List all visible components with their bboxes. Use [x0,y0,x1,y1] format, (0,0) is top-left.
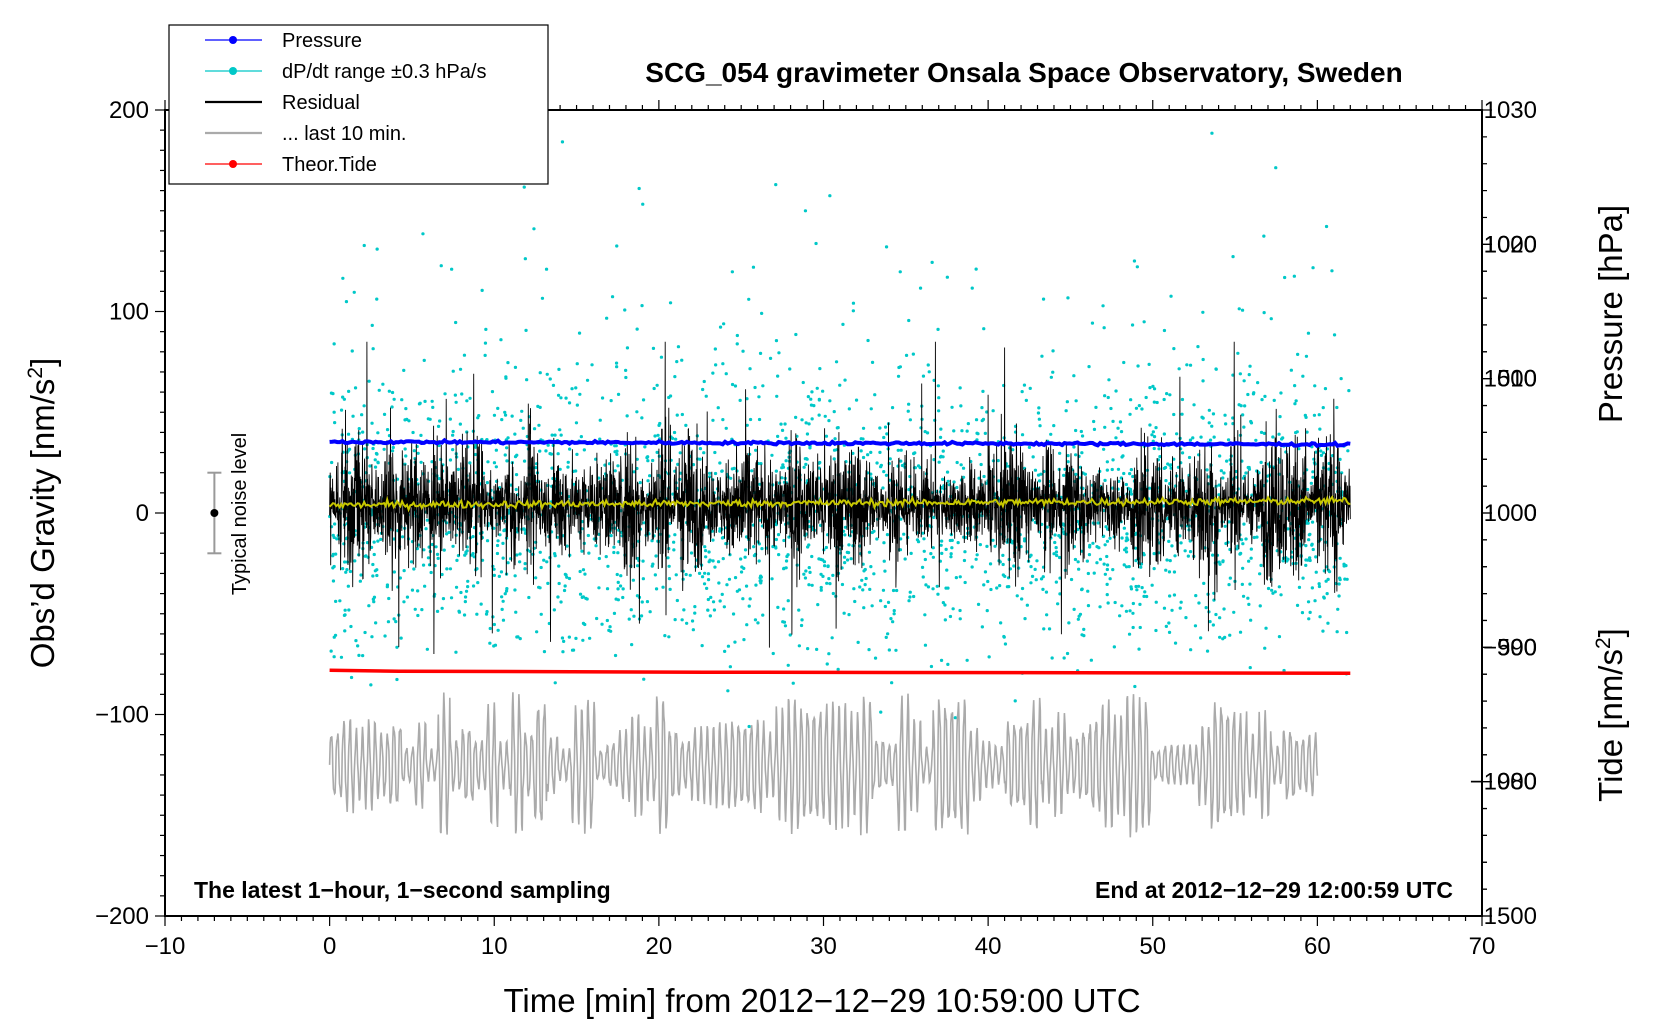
tide-tick-label: 1000 [1484,231,1537,258]
y-axis-title-main: Obs’d Gravity [nm/s [24,379,61,669]
tide-tick-label: −1500 [1470,903,1537,930]
x-tick-label: 0 [323,933,336,960]
pressure-tick-label: 1010 [1484,366,1537,393]
legend-box [168,24,549,185]
noise-level-label: Typical noise level [229,433,251,595]
x-tick-label: 50 [1139,933,1166,960]
tide-axis-title: Tide [nm/s2] [1592,628,1629,802]
legend-label: Theor.Tide [282,154,377,176]
tide-tick-label: 0 [1524,500,1537,527]
legend-label: Pressure [282,30,362,52]
chart-title: SCG_054 gravimeter Onsala Space Observat… [645,57,1402,88]
pressure-tick-label: 1020 [1484,231,1537,258]
tick-layer: −10 0 10 20 30 40 50 60 70−200−10001002009809901… [95,97,1537,960]
tide-tick-label: −1000 [1470,769,1537,796]
tide-axis-title-exp: 2 [1592,637,1615,649]
noise-bar-center-dot [210,509,219,517]
y-tick-label: 100 [109,299,149,326]
y-axis-title-exp: 2 [24,367,47,379]
x-tick-label: 60 [1304,933,1331,960]
y-tick-label: 200 [109,97,149,124]
x-tick-label: 40 [975,933,1002,960]
tide-axis-title-main: Tide [nm/s [1592,649,1629,802]
pressure-tick-label: 980 [1497,769,1537,796]
series-pressure-line [329,437,1351,449]
series-last-10-min-line [328,692,1319,838]
x-axis-title: Time [min] from 2012−12−29 10:59:00 UTC [503,982,1140,1019]
series-theor-tide-line [329,668,1351,675]
x-tick-label: 10 [481,933,508,960]
annotation-right: End at 2012−12−29 12:00:59 UTC [1095,877,1453,903]
x-tick-label: −10 [145,933,186,960]
legend-swatch-dot [229,160,237,168]
y-axis-title: Obs’d Gravity [nm/s2] [24,358,61,669]
x-tick-label: 20 [646,933,673,960]
legend-label: dP/dt range ±0.3 hPa/s [282,61,486,83]
legend-label: Residual [282,92,360,114]
y-axis-title-close: ] [24,358,61,367]
pressure-axis-title: Pressure [hPa] [1592,205,1629,423]
pressure-tick-label: 1000 [1484,500,1537,527]
tide-axis-title-close: ] [1592,628,1629,637]
legend: Pressure dP/dt range ±0.3 hPa/s Residual..… [168,24,549,185]
noise-level-marker [207,471,222,555]
legend-swatch-dot [229,67,237,75]
y-tick-label: −100 [95,702,149,729]
tide-tick-label: 500 [1497,366,1537,393]
x-tick-label: 30 [810,933,837,960]
legend-label: ... last 10 min. [282,123,407,145]
pressure-tick-label: 1030 [1484,97,1537,124]
y-tick-label: 0 [136,500,149,527]
x-tick-label: 70 [1469,933,1496,960]
pressure-tick-label: 990 [1497,634,1537,661]
series-residual-mean-line [328,494,1351,513]
annotation-left: The latest 1−hour, 1−second sampling [194,877,611,903]
tide-tick-label: −500 [1483,634,1537,661]
y-tick-label: −200 [95,903,149,930]
series-residual-line [329,341,1351,655]
data-layer [328,131,1351,838]
legend-swatch-dot [229,36,237,44]
